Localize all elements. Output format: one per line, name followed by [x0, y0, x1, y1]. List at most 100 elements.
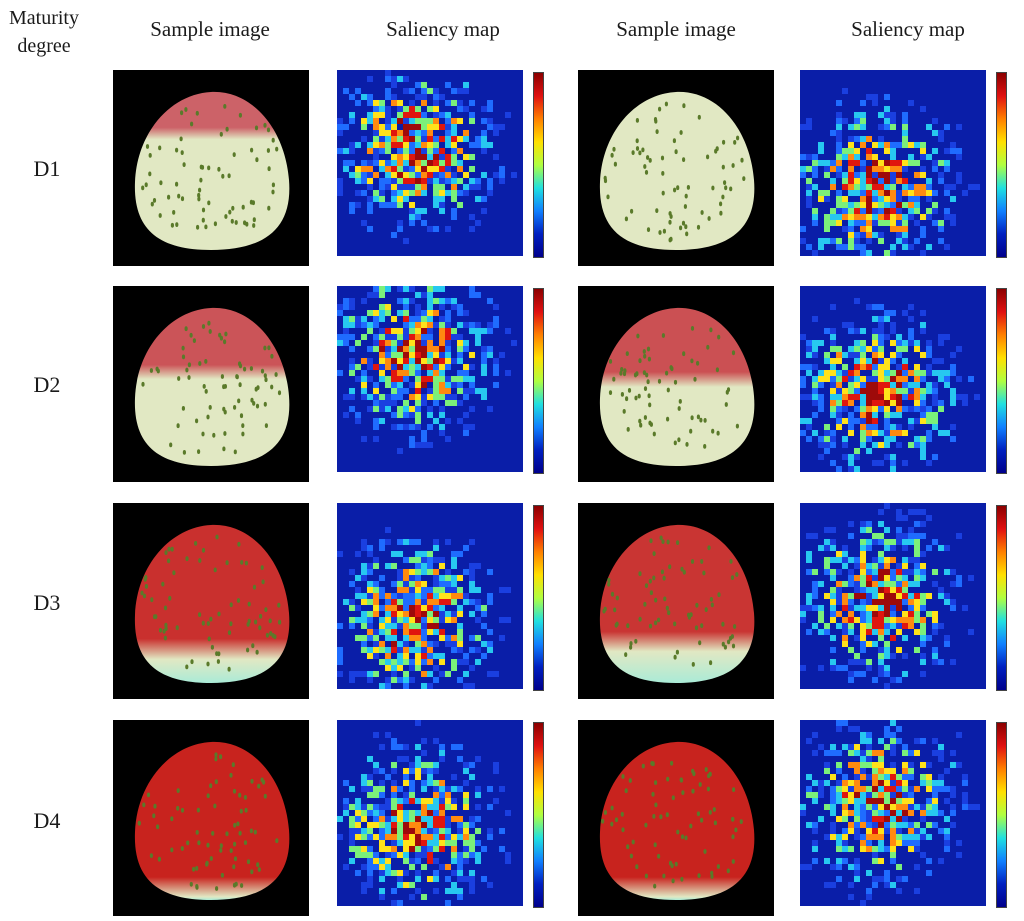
saliency-pixel — [980, 226, 986, 232]
saliency-pixel — [505, 623, 511, 629]
saliency-pixel — [944, 244, 950, 250]
row-label-d4: D4 — [33, 808, 61, 833]
saliency-pixel — [487, 328, 493, 334]
saliency-pixel — [932, 340, 938, 346]
saliency-pixel — [421, 142, 427, 148]
saliency-pixel — [968, 250, 974, 256]
seed-dot — [647, 393, 651, 399]
saliency-pixel — [962, 214, 968, 220]
saliency-pixel — [397, 521, 403, 527]
saliency-pixel — [962, 442, 968, 448]
saliency-pixel — [391, 70, 397, 76]
saliency-pixel — [926, 136, 932, 142]
saliency-pixel — [487, 124, 493, 130]
saliency-pixel — [337, 448, 343, 454]
saliency-pixel — [830, 292, 836, 298]
saliency-pixel — [932, 370, 938, 376]
saliency-pixel — [836, 418, 842, 424]
saliency-pixel — [439, 557, 445, 563]
seed-dot — [654, 620, 658, 626]
saliency-pixel — [806, 118, 812, 124]
saliency-pixel — [337, 605, 343, 611]
saliency-pixel — [463, 172, 469, 178]
saliency-pixel — [878, 76, 884, 82]
seed-dot — [668, 564, 672, 570]
seed-dot — [208, 405, 212, 410]
saliency-pixel — [451, 400, 457, 406]
saliency-pixel — [451, 100, 457, 106]
saliency-pixel — [361, 635, 367, 641]
saliency-pixel — [980, 202, 986, 208]
saliency-pixel — [902, 388, 908, 394]
saliency-pixel — [469, 442, 475, 448]
saliency-pixel — [355, 316, 361, 322]
saliency-pixel — [956, 454, 962, 460]
saliency-pixel — [343, 148, 349, 154]
saliency-pixel — [830, 76, 836, 82]
saliency-pixel — [475, 629, 481, 635]
saliency-pixel — [926, 370, 932, 376]
saliency-pixel — [427, 238, 433, 244]
saliency-pixel — [481, 364, 487, 370]
strawberry-body — [134, 307, 290, 466]
saliency-pixel — [337, 292, 343, 298]
saliency-pixel — [860, 202, 866, 208]
saliency-pixel — [932, 118, 938, 124]
saliency-pixel — [475, 352, 481, 358]
saliency-pixel — [463, 430, 469, 436]
saliency-pixel — [836, 316, 842, 322]
saliency-pixel — [487, 623, 493, 629]
saliency-pixel — [427, 539, 433, 545]
saliency-pixel — [397, 148, 403, 154]
saliency-pixel — [890, 454, 896, 460]
saliency-pixel — [499, 442, 505, 448]
saliency-pixel — [481, 310, 487, 316]
saliency-pixel — [884, 154, 890, 160]
saliency-pixel — [920, 430, 926, 436]
saliency-pixel — [391, 412, 397, 418]
saliency-pixel — [836, 172, 842, 178]
saliency-pixel — [938, 124, 944, 130]
saliency-pixel — [469, 364, 475, 370]
saliency-pixel — [872, 214, 878, 220]
seed-dot — [144, 182, 148, 188]
saliency-pixel — [950, 166, 956, 172]
saliency-pixel — [517, 436, 523, 442]
saliency-pixel — [800, 118, 806, 124]
saliency-pixel — [800, 214, 806, 220]
saliency-pixel — [806, 418, 812, 424]
saliency-pixel — [824, 208, 830, 214]
saliency-pixel — [505, 244, 511, 250]
saliency-pixel — [379, 575, 385, 581]
seed-dot — [665, 605, 669, 611]
saliency-pixel — [884, 406, 890, 412]
saliency-pixel — [373, 250, 379, 256]
saliency-pixel — [493, 448, 499, 454]
saliency-pixel — [373, 322, 379, 328]
saliency-pixel — [926, 382, 932, 388]
saliency-pixel — [337, 94, 343, 100]
saliency-pixel — [499, 563, 505, 569]
saliency-pixel — [818, 352, 824, 358]
saliency-pixel — [463, 412, 469, 418]
saliency-pixel — [860, 424, 866, 430]
saliency-pixel — [932, 382, 938, 388]
saliency-pixel — [415, 106, 421, 112]
saliency-pixel — [908, 82, 914, 88]
saliency-pixel — [397, 557, 403, 563]
saliency-pixel — [427, 310, 433, 316]
saliency-pixel — [457, 593, 463, 599]
saliency-pixel — [818, 172, 824, 178]
saliency-pixel — [385, 190, 391, 196]
seed-dot — [163, 605, 168, 611]
saliency-pixel — [962, 364, 968, 370]
saliency-pixel — [866, 346, 872, 352]
saliency-pixel — [439, 286, 445, 292]
saliency-pixel — [409, 364, 415, 370]
saliency-pixel — [499, 184, 505, 190]
saliency-pixel — [379, 539, 385, 545]
saliency-pixel — [499, 70, 505, 76]
saliency-pixel — [469, 328, 475, 334]
saliency-pixel — [872, 352, 878, 358]
seed-dot — [653, 117, 658, 122]
